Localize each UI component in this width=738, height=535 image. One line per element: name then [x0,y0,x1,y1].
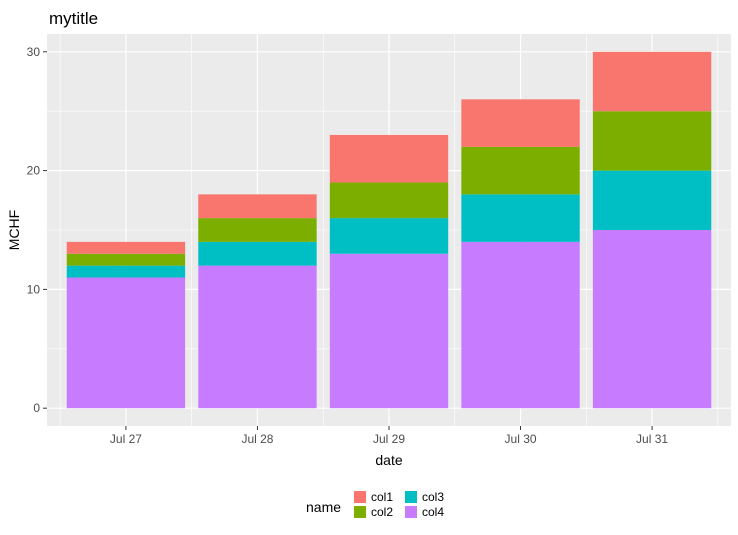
bar-col1-jul-30 [461,99,580,147]
bar-col4-jul-30 [461,241,580,409]
y-tick-label: 0 [33,401,40,415]
legend-key-col2 [354,506,366,518]
legend-key-col1 [354,491,366,503]
chart-title: mytitle [49,9,98,28]
y-tick-label: 10 [27,282,41,296]
bar-col2-jul-29 [329,182,449,219]
bar-col3-jul-30 [461,194,580,242]
bar-col1-jul-29 [329,134,449,183]
bar-col4-jul-31 [592,230,712,409]
bar-col1-jul-28 [198,194,317,219]
bar-col4-jul-29 [329,253,449,409]
bar-col4-jul-28 [198,265,317,409]
y-axis: 0 10 20 30 [27,45,47,415]
legend-key-col3 [405,491,417,503]
bar-col2-jul-31 [592,111,712,171]
bar-col1-jul-27 [66,241,186,254]
bar-col3-jul-29 [329,218,449,254]
bar-col3-jul-31 [592,170,712,230]
x-tick-label: Jul 31 [636,432,668,446]
bar-col2-jul-27 [66,253,186,266]
legend-label-col1: col1 [371,490,393,504]
x-tick-label: Jul 30 [505,432,537,446]
legend-label-col2: col2 [371,505,393,519]
x-axis-label: date [375,452,402,468]
bar-col1-jul-31 [592,51,712,112]
legend-key-col4 [405,506,417,518]
bars [66,51,712,409]
x-tick-label: Jul 29 [373,432,405,446]
bar-col2-jul-30 [461,146,580,195]
legend-label-col4: col4 [422,505,444,519]
bar-col3-jul-28 [198,241,317,266]
x-axis: Jul 27 Jul 28 Jul 29 Jul 30 Jul 31 [110,426,668,446]
bar-col3-jul-27 [66,265,186,278]
y-axis-label: MCHF [6,210,22,250]
bar-col4-jul-27 [66,277,186,409]
y-tick-label: 30 [27,45,41,59]
bar-col2-jul-28 [198,218,317,242]
x-tick-label: Jul 27 [110,432,142,446]
legend-title: name [306,499,341,515]
x-tick-label: Jul 28 [241,432,273,446]
legend-label-col3: col3 [422,490,444,504]
y-tick-label: 20 [27,164,41,178]
